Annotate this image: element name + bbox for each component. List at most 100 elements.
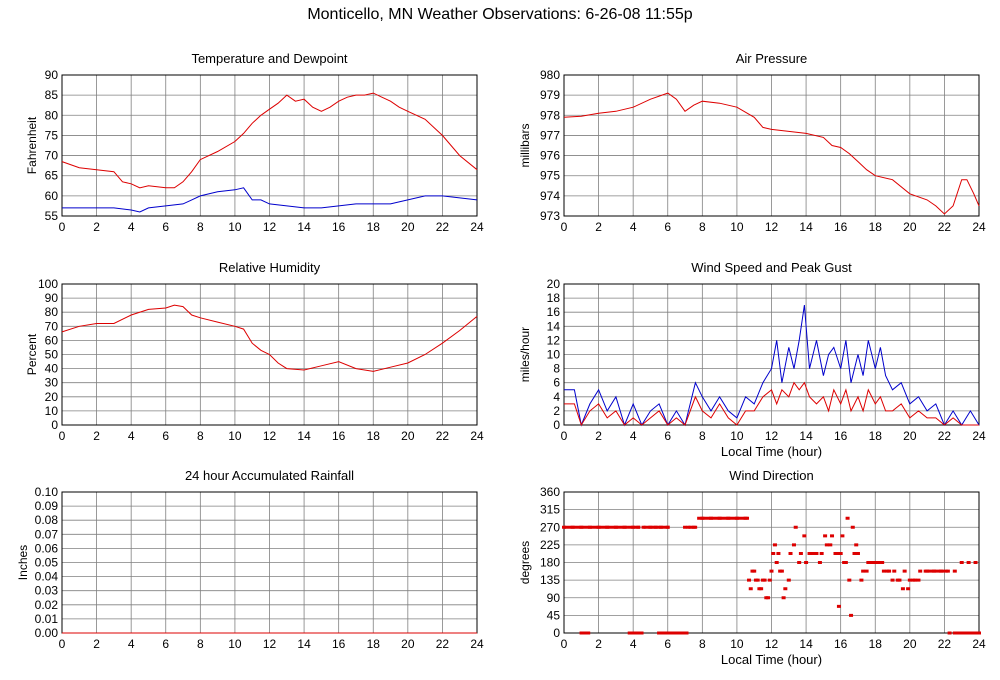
series-line-0 — [563, 92, 980, 215]
x-tick-label: 6 — [162, 220, 169, 234]
chart-rain: 0 2 4 6 8 10 12 14 16 18 20 22 240.000.010.020.030.0… — [16, 468, 484, 651]
x-tick-label: 24 — [470, 429, 484, 443]
x-tick-label: 24 — [470, 220, 484, 234]
x-tick-label: 6 — [664, 220, 671, 234]
x-tick-label: 16 — [834, 429, 848, 443]
chart-title: Air Pressure — [736, 51, 808, 66]
x-tick-label: 0 — [561, 220, 568, 234]
series-line-1 — [62, 187, 478, 213]
data-point — [911, 578, 916, 582]
x-tick-label: 12 — [263, 637, 277, 651]
y-tick-label: 90 — [45, 68, 59, 82]
y-tick-label: 0.07 — [35, 527, 59, 541]
x-tick-label: 16 — [834, 220, 848, 234]
chart-title: Temperature and Dewpoint — [191, 51, 347, 66]
y-tick-label: 978 — [540, 108, 560, 122]
data-point — [683, 525, 688, 529]
x-tick-label: 14 — [799, 220, 813, 234]
y-tick-label: 973 — [540, 209, 560, 223]
y-tick-label: 6 — [553, 376, 560, 390]
x-tick-label: 20 — [401, 220, 415, 234]
data-point — [812, 551, 817, 555]
data-point — [781, 596, 786, 600]
x-axis-label: Local Time (hour) — [721, 652, 822, 667]
x-tick-label: 0 — [561, 637, 568, 651]
y-tick-label: 270 — [540, 520, 560, 534]
y-tick-label: 0.02 — [35, 598, 59, 612]
y-axis-label: degrees — [518, 541, 532, 584]
x-tick-label: 18 — [869, 429, 883, 443]
data-point — [959, 561, 964, 564]
plot-frame — [563, 491, 980, 634]
data-point — [866, 561, 871, 564]
x-tick-label: 12 — [263, 429, 277, 443]
data-point — [798, 551, 803, 555]
y-tick-label: 979 — [540, 88, 560, 102]
data-point — [895, 578, 900, 582]
x-tick-label: 14 — [297, 429, 311, 443]
data-point — [869, 561, 874, 564]
y-tick-label: 0.05 — [35, 556, 59, 570]
y-axis-label: millibars — [518, 123, 532, 167]
x-tick-label: 2 — [93, 220, 100, 234]
y-tick-label: 70 — [45, 319, 59, 333]
x-tick-label: 22 — [436, 429, 450, 443]
data-point — [767, 578, 772, 582]
x-tick-label: 8 — [699, 637, 706, 651]
data-point — [861, 569, 866, 573]
x-tick-label: 8 — [197, 637, 204, 651]
data-point — [855, 551, 860, 555]
data-point — [892, 569, 897, 573]
page-title: Monticello, MN Weather Observations: 6-2… — [307, 6, 693, 23]
x-tick-label: 22 — [436, 637, 450, 651]
x-tick-label: 4 — [128, 429, 135, 443]
x-tick-label: 14 — [297, 637, 311, 651]
data-point — [840, 534, 845, 538]
x-tick-label: 8 — [699, 220, 706, 234]
data-point — [847, 578, 852, 582]
data-point — [842, 561, 847, 564]
y-tick-label: 2 — [553, 404, 560, 418]
y-tick-label: 80 — [45, 305, 59, 319]
data-point — [838, 551, 843, 555]
data-point — [874, 561, 879, 564]
data-point — [776, 551, 781, 555]
x-tick-label: 16 — [332, 429, 346, 443]
data-point — [769, 569, 774, 573]
data-point — [823, 534, 828, 538]
chart-wind: 0 2 4 6 8 10 12 14 16 18 20 22 2402468101214161820Wi… — [518, 260, 986, 459]
data-point — [807, 551, 812, 555]
x-tick-label: 4 — [128, 220, 135, 234]
x-tick-label: 16 — [834, 637, 848, 651]
x-tick-label: 2 — [93, 637, 100, 651]
y-tick-label: 14 — [547, 319, 561, 333]
chart-winddir: 0 2 4 6 8 10 12 14 16 18 20 22 240459013518022527031… — [518, 468, 986, 667]
series-line-0 — [61, 92, 478, 189]
y-tick-label: 0.10 — [35, 485, 59, 499]
data-point — [900, 587, 905, 591]
data-point — [885, 569, 890, 573]
y-axis-label: miles/hour — [518, 327, 532, 382]
data-point — [918, 569, 923, 573]
x-tick-label: 14 — [297, 220, 311, 234]
data-point — [748, 587, 753, 591]
x-tick-label: 16 — [332, 637, 346, 651]
y-tick-label: 65 — [45, 169, 59, 183]
y-tick-label: 975 — [540, 169, 560, 183]
x-tick-label: 0 — [59, 220, 66, 234]
data-point — [902, 569, 907, 573]
x-tick-label: 20 — [903, 429, 917, 443]
x-tick-label: 2 — [595, 220, 602, 234]
x-tick-label: 2 — [93, 429, 100, 443]
plot-frame — [61, 283, 478, 426]
y-tick-label: 4 — [553, 390, 560, 404]
x-tick-label: 12 — [765, 637, 779, 651]
y-tick-label: 0.00 — [35, 626, 59, 640]
chart-title: Wind Direction — [729, 468, 814, 483]
data-point — [906, 587, 911, 591]
x-tick-label: 10 — [730, 220, 744, 234]
chart-title: Wind Speed and Peak Gust — [691, 260, 852, 275]
data-point — [804, 561, 809, 564]
